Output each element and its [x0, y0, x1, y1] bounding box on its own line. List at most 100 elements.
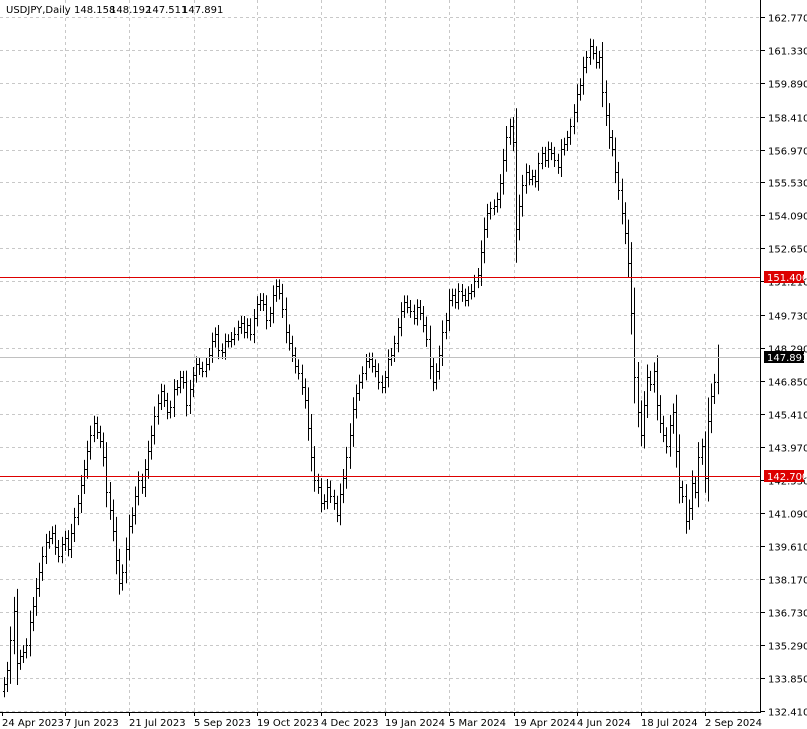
price-bar: [374, 359, 377, 378]
price-bar: [45, 533, 48, 565]
price-bar: [553, 146, 556, 167]
price-bar: [633, 287, 636, 404]
price-bar: [173, 379, 176, 418]
price-bar: [237, 320, 240, 341]
price-bar: [624, 202, 627, 245]
price-bar: [646, 364, 649, 418]
ohlc-low: 147.511: [146, 5, 187, 16]
price-bar: [179, 370, 182, 394]
price-bar: [288, 324, 291, 351]
price-bar: [240, 315, 243, 334]
time-tick-label: 19 Apr 2024: [514, 718, 576, 729]
price-bar: [585, 50, 588, 74]
price-bar: [688, 499, 691, 530]
level-line-0-tag: 151.400: [767, 273, 807, 284]
price-tick-label: 132.410: [768, 708, 807, 719]
price-bar: [662, 415, 665, 443]
price-tick-label: 158.410: [768, 114, 807, 125]
price-bar: [627, 219, 630, 278]
price-tick-label: 136.730: [768, 609, 807, 620]
price-bar: [259, 293, 262, 311]
price-bar: [377, 363, 380, 390]
price-bar: [150, 425, 153, 460]
price-bar: [182, 370, 185, 389]
price-bar: [109, 481, 112, 520]
price-bar: [141, 473, 144, 494]
price-bar: [217, 325, 220, 360]
price-tick-label: 156.970: [768, 147, 807, 158]
price-bar: [681, 480, 684, 503]
price-bar: [701, 438, 704, 465]
price-bar: [451, 288, 454, 307]
price-bar: [505, 126, 508, 172]
price-bar: [640, 400, 643, 447]
price-bar: [707, 397, 710, 502]
price-bar: [537, 152, 540, 191]
current-price-tag-bg: [764, 351, 804, 363]
price-bar: [470, 283, 473, 300]
price-bar: [637, 362, 640, 428]
price-bar: [275, 279, 278, 302]
price-bar: [93, 415, 96, 443]
price-bar: [166, 392, 169, 420]
price-bar: [454, 288, 457, 309]
price-bar: [649, 370, 652, 391]
price-bar: [557, 153, 560, 174]
price-bar: [422, 306, 425, 333]
price-bar: [297, 359, 300, 380]
price-bar: [656, 355, 659, 421]
price-bar: [121, 564, 124, 591]
time-tick-label: 21 Jul 2023: [129, 718, 186, 729]
price-tick-label: 148.290: [768, 345, 807, 356]
time-tick-label: 4 Jun 2024: [577, 718, 631, 729]
price-bar: [534, 169, 537, 188]
price-bar: [9, 626, 12, 684]
level-line-0-tag-bg: [764, 271, 804, 283]
price-bar: [499, 174, 502, 209]
price-bar: [342, 469, 345, 504]
price-bar: [515, 108, 518, 263]
price-tick-label: 139.610: [768, 543, 807, 554]
price-bar: [13, 596, 16, 655]
price-bar: [157, 394, 160, 425]
price-bar: [560, 139, 563, 178]
price-bar: [448, 289, 451, 331]
price-bar: [48, 530, 51, 549]
price-bar: [569, 118, 572, 145]
price-bar: [425, 316, 428, 347]
price-bar: [576, 84, 579, 123]
price-bar: [438, 345, 441, 380]
price-bar: [486, 203, 489, 238]
price-bar: [89, 425, 92, 460]
price-bar: [419, 299, 422, 321]
price-bar: [118, 548, 121, 595]
price-bar: [22, 645, 25, 663]
level-line-1-tag: 142.700: [767, 472, 807, 483]
price-bar: [201, 361, 204, 378]
time-tick-label: 24 Apr 2023: [2, 718, 64, 729]
price-tick-label: 152.650: [768, 245, 807, 256]
price-bar: [64, 530, 67, 551]
price-bar: [25, 638, 28, 659]
price-bar: [54, 524, 57, 555]
price-bar: [502, 148, 505, 195]
price-bar: [413, 304, 416, 325]
price-bar: [480, 240, 483, 287]
price-bar: [265, 295, 268, 330]
price-bar: [365, 354, 368, 381]
price-bar: [528, 165, 531, 186]
price-tags: 151.400 142.700 147.891: [764, 271, 807, 483]
price-bar: [144, 459, 147, 498]
price-bar: [230, 331, 233, 348]
price-bar: [198, 357, 201, 375]
price-tick-label: 141.090: [768, 510, 807, 521]
price-bar: [256, 296, 259, 327]
price-bar: [563, 137, 566, 156]
price-bar: [345, 446, 348, 489]
price-tick-label: 161.330: [768, 47, 807, 58]
ohlc-open: 148.158: [74, 5, 115, 16]
price-bar: [176, 380, 179, 396]
price-bar: [278, 279, 281, 300]
price-bars: [3, 38, 720, 698]
price-bar: [336, 495, 339, 523]
